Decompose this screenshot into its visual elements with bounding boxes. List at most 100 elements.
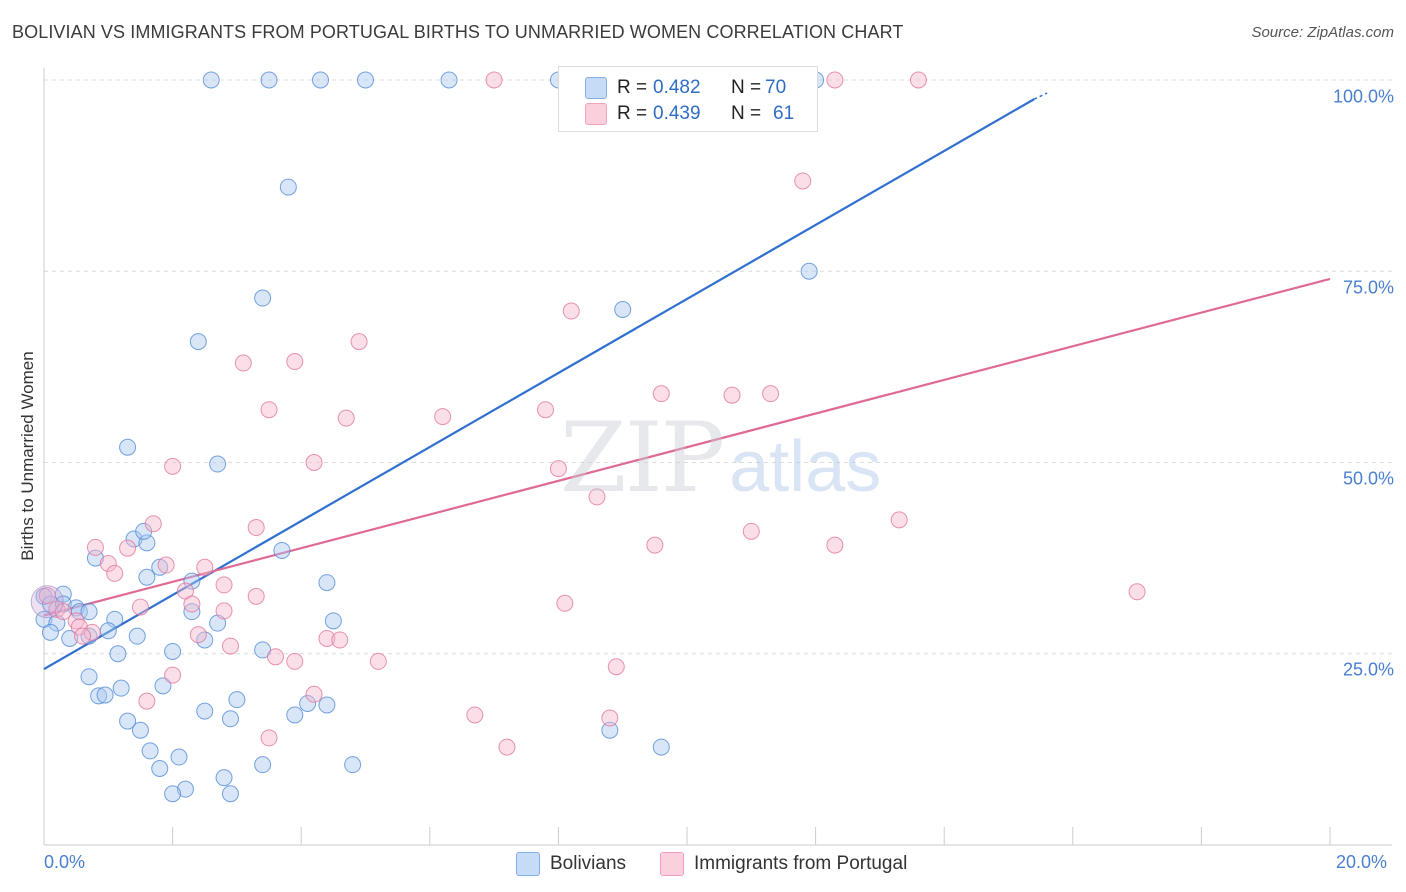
bolivian-point — [202, 71, 220, 89]
legend-r-value: 0.439 — [653, 103, 701, 124]
y-tick-label: 100.0% — [1332, 86, 1394, 107]
portugal-point — [83, 623, 101, 641]
portugal-point — [794, 172, 812, 190]
bolivian-point — [170, 748, 188, 766]
portugal-point — [215, 602, 233, 620]
portugal-point — [369, 652, 387, 670]
portugal-point — [485, 71, 503, 89]
x-tick-label-min: 0.0% — [44, 852, 86, 872]
portugal-point — [164, 457, 182, 475]
bolivian-point — [286, 706, 304, 724]
bolivian-point — [109, 645, 127, 663]
bolivian-trend-extension — [1033, 92, 1048, 100]
bolivian-point — [440, 71, 458, 89]
bolivian-point — [254, 756, 272, 774]
bolivian-point — [299, 694, 317, 712]
bolivian-point — [96, 686, 114, 704]
portugal-point — [607, 658, 625, 676]
portugal-point — [723, 386, 741, 404]
bolivian-point — [164, 785, 182, 803]
bolivian-point — [61, 629, 79, 647]
bottom-legend-portugal: Immigrants from Portugal — [660, 852, 907, 876]
bolivian-point — [254, 289, 272, 307]
portugal-point — [189, 626, 207, 644]
trend-lines — [43, 92, 1331, 671]
portugal-point — [305, 454, 323, 471]
legend-n-value: 70 — [765, 77, 787, 98]
data-points — [30, 71, 1146, 803]
portugal-point — [826, 536, 844, 554]
bolivian-point — [154, 677, 172, 695]
y-axis-label: Births to Unmarried Women — [18, 351, 37, 561]
bolivian-point — [41, 623, 59, 641]
chart-title: BOLIVIAN VS IMMIGRANTS FROM PORTUGAL BIR… — [12, 22, 904, 42]
y-tick-label: 25.0% — [1342, 659, 1394, 680]
bolivian-point — [112, 679, 130, 697]
legend-n-label: N = — [731, 77, 762, 98]
bolivian-point — [324, 612, 342, 630]
portugal-point — [247, 519, 265, 537]
portugal-point — [909, 71, 927, 89]
legend-r-value: 0.482 — [653, 77, 701, 98]
portugal-point — [601, 709, 619, 727]
legend-n-value: 61 — [773, 103, 795, 124]
portugal-point — [164, 666, 182, 684]
portugal-point — [260, 401, 278, 419]
bolivian-point — [141, 742, 159, 760]
bolivian-point — [196, 702, 214, 720]
bolivian-point — [260, 71, 278, 89]
bolivian-point — [164, 642, 182, 660]
portugal-point — [562, 302, 580, 320]
bolivian-point — [176, 780, 194, 798]
bolivian-point — [215, 769, 233, 787]
bolivian-point — [189, 333, 207, 351]
portugal-point — [266, 648, 284, 666]
portugal-point — [234, 354, 252, 372]
portugal-point — [305, 685, 323, 703]
source-label: Source: ZipAtlas.com — [1251, 24, 1394, 41]
portugal-point — [549, 460, 567, 478]
bolivian-point — [151, 760, 169, 777]
legend-n-label: N = — [731, 103, 762, 124]
portugal-point — [537, 401, 555, 419]
bolivian-point — [614, 301, 632, 318]
portugal-point — [144, 515, 162, 533]
bolivian-point — [318, 574, 336, 592]
bolivian-point — [99, 622, 117, 640]
portugal-point — [196, 558, 214, 576]
bolivian-point — [119, 438, 137, 456]
portugal-point — [38, 587, 56, 605]
portugal-point — [350, 333, 368, 351]
bolivian-point — [273, 541, 291, 559]
bolivian-point — [601, 721, 619, 739]
portugal-point — [286, 652, 304, 670]
bolivian-point — [80, 668, 98, 686]
portugal-point — [498, 738, 516, 756]
legend-r-label: R = — [617, 103, 648, 124]
portugal-point — [247, 587, 265, 605]
bolivian-point — [119, 712, 137, 730]
bottom-legend-swatch-pink — [660, 852, 684, 876]
axes — [43, 68, 1392, 846]
portugal-point — [99, 554, 117, 572]
portugal-point — [260, 729, 278, 747]
x-tick-label-max: 20.0% — [1336, 852, 1388, 872]
bottom-legend-label: Bolivians — [550, 853, 627, 874]
portugal-point — [1128, 583, 1146, 601]
bolivian-point — [357, 71, 374, 89]
bolivian-point — [652, 738, 670, 756]
portugal-point — [286, 353, 304, 371]
portugal-point — [466, 706, 484, 724]
portugal-point — [742, 522, 760, 540]
portugal-point — [106, 564, 124, 582]
portugal-point — [337, 409, 355, 427]
portugal-point — [86, 538, 104, 556]
portugal-point — [221, 637, 239, 655]
portugal-point — [588, 488, 606, 506]
bottom-legend-label: Immigrants from Portugal — [694, 853, 908, 874]
portugal-point — [215, 576, 233, 594]
portugal-point — [131, 598, 149, 616]
legend-swatch-blue — [585, 77, 607, 99]
portugal-point — [826, 71, 844, 89]
